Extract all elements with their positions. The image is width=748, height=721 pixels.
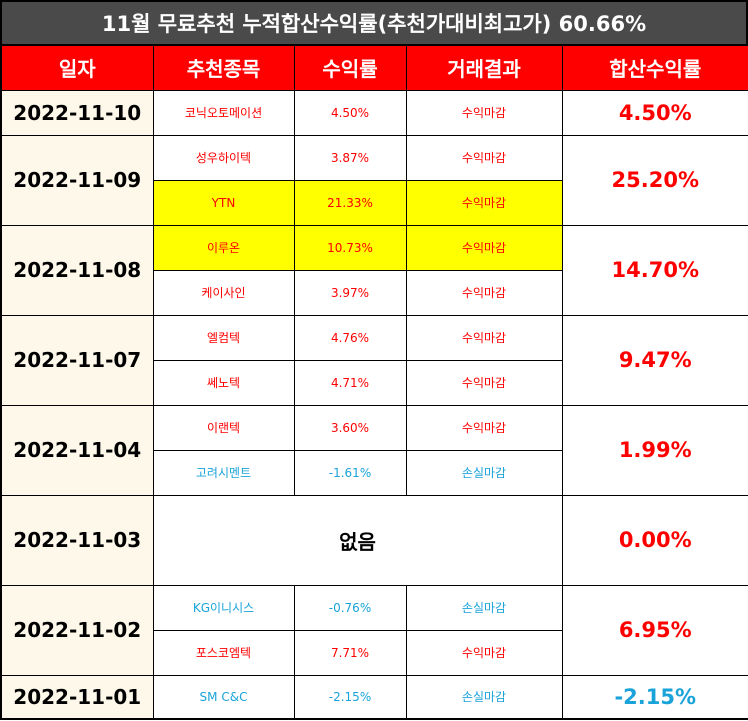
result-cell: 수익마감 — [405, 404, 563, 451]
table-row: 2022-11-02 KG이니시스 -0.76% 손실마감 6.95% — [0, 584, 748, 676]
total-rate-cell: 25.20% — [561, 134, 748, 226]
header-total: 합산수익률 — [561, 44, 748, 91]
table-row: 2022-11-10 코닉오토메이션 4.50% 수익마감 4.50% — [0, 89, 748, 136]
rate-cell: -0.76% — [293, 584, 407, 631]
stock-cell: KG이니시스 — [152, 584, 295, 631]
stock-cell: SM C&C — [152, 674, 295, 720]
result-cell: 손실마감 — [405, 584, 563, 631]
result-cell: 수익마감 — [405, 89, 563, 136]
result-cell: 손실마감 — [405, 449, 563, 496]
stock-cell: 이루온 — [152, 224, 295, 271]
stock-cell: 이랜텍 — [152, 404, 295, 451]
total-rate-cell: 1.99% — [561, 404, 748, 496]
table-row: 2022-11-01 SM C&C -2.15% 손실마감 -2.15% — [0, 674, 748, 720]
rate-cell: 4.76% — [293, 314, 407, 361]
rate-cell: 3.87% — [293, 134, 407, 181]
total-rate-cell: 6.95% — [561, 584, 748, 676]
table-row: YTN 21.33% 수익마감 — [1, 179, 748, 226]
rate-cell: 3.97% — [293, 269, 407, 316]
stock-cell: 코닉오토메이션 — [152, 89, 295, 136]
total-rate-cell: 0.00% — [561, 494, 748, 586]
rate-cell: 10.73% — [293, 224, 407, 271]
header-result: 거래결과 — [405, 44, 563, 91]
header-stock: 추천종목 — [152, 44, 295, 91]
result-cell: 수익마감 — [405, 269, 563, 316]
table-row: 고려시멘트 -1.61% 손실마감 — [1, 449, 748, 496]
table-row: 2022-11-09 성우하이텍 3.87% 수익마감 25.20% — [0, 134, 748, 226]
result-cell: 수익마감 — [405, 629, 563, 676]
stock-cell: 고려시멘트 — [152, 449, 295, 496]
stock-cell: 케이사인 — [152, 269, 295, 316]
date-cell: 2022-11-01 — [0, 674, 154, 720]
table-row: 케이사인 3.97% 수익마감 — [1, 269, 748, 316]
stock-cell: 엘컴텍 — [152, 314, 295, 361]
rate-cell: -2.15% — [293, 674, 407, 720]
rate-cell: 4.50% — [293, 89, 407, 136]
total-rate-cell: 9.47% — [561, 314, 748, 406]
stock-cell: 포스코엠텍 — [152, 629, 295, 676]
header-date: 일자 — [0, 44, 154, 91]
rate-cell: -1.61% — [293, 449, 407, 496]
rate-cell: 3.60% — [293, 404, 407, 451]
rate-cell: 7.71% — [293, 629, 407, 676]
result-cell: 수익마감 — [405, 314, 563, 361]
date-cell: 2022-11-03 — [0, 494, 154, 586]
page-title: 11월 무료추천 누적합산수익률(추천가대비최고가) 60.66% — [0, 0, 748, 44]
result-cell: 수익마감 — [405, 179, 563, 226]
date-cell: 2022-11-10 — [0, 89, 154, 136]
result-cell: 수익마감 — [405, 224, 563, 271]
result-cell: 수익마감 — [405, 359, 563, 406]
total-rate-cell: 14.70% — [561, 224, 748, 316]
table-row: 쎄노텍 4.71% 수익마감 — [1, 359, 748, 406]
header-row: 일자 추천종목 수익률 거래결과 합산수익률 — [0, 44, 748, 91]
total-rate-cell: 4.50% — [561, 89, 748, 136]
recommendation-table: 일자 추천종목 수익률 거래결과 합산수익률 2022-11-10 코닉오토메이션… — [0, 44, 748, 720]
rate-cell: 4.71% — [293, 359, 407, 406]
result-cell: 수익마감 — [405, 134, 563, 181]
date-cell: 2022-11-09 — [0, 134, 154, 226]
table-row: 2022-11-04 이랜텍 3.60% 수익마감 1.99% — [0, 404, 748, 496]
date-cell: 2022-11-07 — [0, 314, 154, 406]
table-row: 포스코엠텍 7.71% 수익마감 — [1, 629, 748, 676]
table-row: 2022-11-08 이루온 10.73% 수익마감 14.70% — [0, 224, 748, 316]
table-row: 2022-11-03 없음 0.00% — [0, 494, 748, 586]
header-rate: 수익률 — [293, 44, 407, 91]
total-rate-cell: -2.15% — [561, 674, 748, 720]
date-cell: 2022-11-02 — [0, 584, 154, 676]
stock-cell: 쎄노텍 — [152, 359, 295, 406]
date-cell: 2022-11-08 — [0, 224, 154, 316]
table-row: 2022-11-07 엘컴텍 4.76% 수익마감 9.47% — [0, 314, 748, 406]
rate-cell: 21.33% — [293, 179, 407, 226]
no-recommendation-cell: 없음 — [152, 494, 563, 586]
stock-cell: YTN — [152, 179, 295, 226]
result-cell: 손실마감 — [405, 674, 563, 720]
date-cell: 2022-11-04 — [0, 404, 154, 496]
stock-cell: 성우하이텍 — [152, 134, 295, 181]
